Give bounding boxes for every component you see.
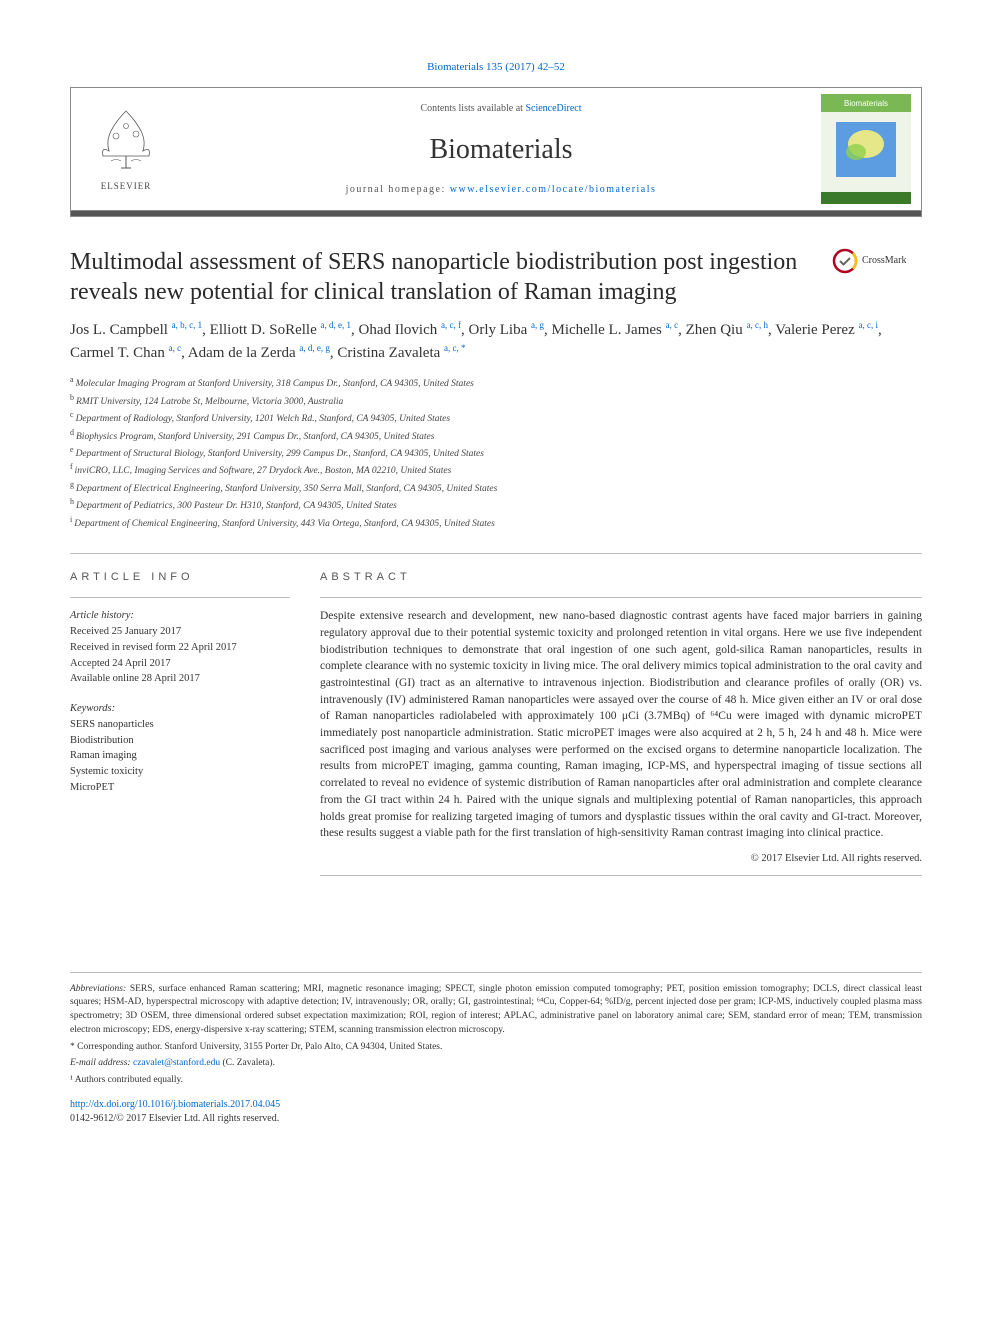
contents-available-line: Contents lists available at ScienceDirec… [181,102,821,116]
abbrev-text: SERS, surface enhanced Raman scattering;… [70,984,922,1035]
keyword: SERS nanoparticles [70,717,290,733]
author: Cristina Zavaleta a, c, * [337,345,465,361]
footnotes: Abbreviations: SERS, surface enhanced Ra… [70,983,922,1088]
elsevier-logo: ELSEVIER [71,89,181,209]
author: Jos L. Campbell a, b, c, 1 [70,322,202,338]
affiliation-list: aMolecular Imaging Program at Stanford U… [70,374,922,531]
author: Michelle L. James a, c [551,322,678,338]
corresponding-author: * Corresponding author. Stanford Univers… [70,1041,922,1055]
email-line: E-mail address: czavalet@stanford.edu (C… [70,1057,922,1071]
header-bottom-bar [71,210,921,216]
corresponding-email-link[interactable]: czavalet@stanford.edu [133,1058,220,1068]
abstract-copyright: © 2017 Elsevier Ltd. All rights reserved… [320,852,922,867]
author: Elliott D. SoRelle a, d, e, 1 [210,322,351,338]
abstract-text: Despite extensive research and developme… [320,608,922,841]
author-list: Jos L. Campbell a, b, c, 1, Elliott D. S… [70,319,922,364]
author: Valerie Perez a, c, i [775,322,878,338]
elsevier-tree-icon [91,106,161,176]
article-title: Multimodal assessment of SERS nanopartic… [70,247,812,307]
affiliation: cDepartment of Radiology, Stanford Unive… [70,409,922,426]
author: Carmel T. Chan a, c [70,345,181,361]
keywords-block: Keywords: SERS nanoparticlesBiodistribut… [70,701,290,796]
affiliation: dBiophysics Program, Stanford University… [70,427,922,444]
doi-link[interactable]: http://dx.doi.org/10.1016/j.biomaterials… [70,1099,280,1110]
journal-homepage-link[interactable]: www.elsevier.com/locate/biomaterials [450,184,657,195]
affiliation: eDepartment of Structural Biology, Stanf… [70,444,922,461]
sciencedirect-link[interactable]: ScienceDirect [525,103,581,114]
equal-contribution-note: ¹ Authors contributed equally. [70,1074,922,1088]
publisher-name: ELSEVIER [101,180,152,193]
article-history: Article history: Received 25 January 201… [70,608,290,687]
affiliation: aMolecular Imaging Program at Stanford U… [70,374,922,391]
affiliation: gDepartment of Electrical Engineering, S… [70,479,922,496]
journal-name: Biomaterials [181,130,821,169]
keyword: MicroPET [70,780,290,796]
affiliation: hDepartment of Pediatrics, 300 Pasteur D… [70,496,922,513]
article-info-heading: ARTICLE INFO [70,570,290,585]
crossmark-icon [832,248,858,274]
svg-text:Biomaterials: Biomaterials [844,99,888,108]
keyword: Systemic toxicity [70,764,290,780]
affiliation: finviCRO, LLC, Imaging Services and Soft… [70,461,922,478]
affiliation: bRMIT University, 124 Latrobe St, Melbou… [70,392,922,409]
keyword: Biodistribution [70,733,290,749]
crossmark-badge[interactable]: CrossMark [832,247,922,275]
abstract-heading: ABSTRACT [320,570,922,585]
abbrev-label: Abbreviations: [70,984,126,994]
issn-copyright: 0142-9612/© 2017 Elsevier Ltd. All right… [70,1113,279,1124]
journal-cover-thumbnail: Biomaterials [821,94,911,204]
author: Adam de la Zerda a, d, e, g [188,345,330,361]
journal-homepage-line: journal homepage: www.elsevier.com/locat… [181,183,821,197]
journal-header: ELSEVIER Contents lists available at Sci… [70,87,922,217]
footer-divider [70,972,922,973]
section-divider [70,553,922,554]
doi-block: http://dx.doi.org/10.1016/j.biomaterials… [70,1098,922,1126]
keyword: Raman imaging [70,748,290,764]
author: Ohad Ilovich a, c, f [359,322,461,338]
author: Orly Liba a, g [469,322,544,338]
citation-link[interactable]: Biomaterials 135 (2017) 42–52 [70,60,922,75]
crossmark-label: CrossMark [862,254,906,268]
author: Zhen Qiu a, c, h [686,322,768,338]
affiliation: iDepartment of Chemical Engineering, Sta… [70,514,922,531]
